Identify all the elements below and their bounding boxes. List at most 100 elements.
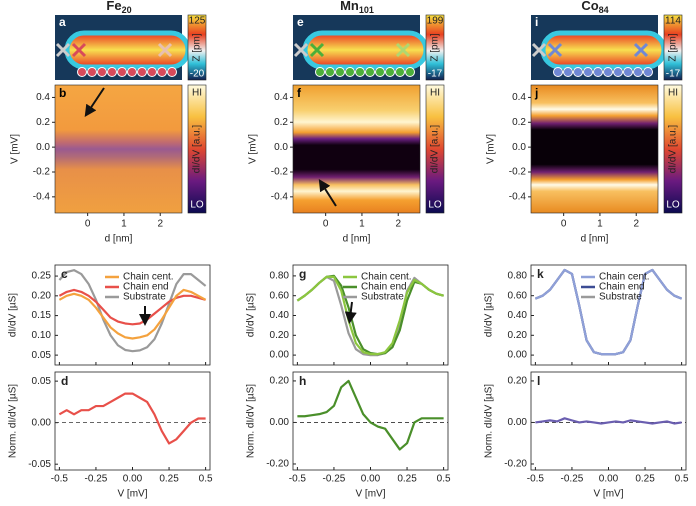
y-tick-label: 0.00 bbox=[270, 350, 290, 361]
x-tick-label: 2 bbox=[395, 219, 401, 230]
x-tick-label: -0.25 bbox=[85, 474, 108, 485]
panel-title: Mn101 bbox=[340, 0, 374, 15]
atom-marker bbox=[603, 67, 613, 77]
x-tick-label: 0.00 bbox=[123, 474, 143, 485]
cross-marker bbox=[531, 42, 547, 58]
cross-marker bbox=[293, 42, 309, 58]
y-tick-label: -0.2 bbox=[33, 167, 51, 178]
atom-marker bbox=[623, 67, 633, 77]
x-tick-label: 0.25 bbox=[635, 474, 655, 485]
y-tick-label: 0.40 bbox=[270, 310, 290, 321]
data-line bbox=[58, 288, 206, 326]
data-line bbox=[297, 379, 444, 451]
x-axis-label: V [mV] bbox=[117, 489, 147, 500]
y-tick-label: 0.2 bbox=[512, 117, 526, 128]
title-element: Co bbox=[581, 0, 598, 13]
colorbar-high: HI bbox=[192, 88, 202, 99]
atom-marker bbox=[365, 67, 375, 77]
y-tick-label: -0.4 bbox=[33, 191, 51, 202]
colorbar bbox=[663, 14, 683, 81]
y-axis-label: Norm. dI/dV [µS] bbox=[246, 384, 257, 458]
colorbar-label: Z [pm] bbox=[668, 33, 679, 62]
colorbar-min: -17 bbox=[428, 69, 443, 80]
x-tick-label: -0.5 bbox=[527, 474, 545, 485]
cross-marker bbox=[55, 42, 71, 58]
legend-label: Chain cent. bbox=[361, 272, 412, 283]
y-tick-label: 0.15 bbox=[32, 310, 52, 321]
title-element: Fe bbox=[106, 0, 121, 13]
atom-marker bbox=[553, 67, 563, 77]
panel-label: f bbox=[297, 86, 302, 100]
atom-marker bbox=[345, 67, 355, 77]
colorbar-min: -17 bbox=[666, 69, 681, 80]
annotation-arrow bbox=[344, 301, 357, 324]
atom-marker bbox=[643, 67, 653, 77]
chain bbox=[64, 30, 191, 70]
x-tick-label: 0 bbox=[85, 219, 91, 230]
y-tick-label: 0.0 bbox=[512, 142, 526, 153]
colorbar-max: 114 bbox=[665, 16, 681, 27]
atom-marker bbox=[573, 67, 583, 77]
data-line bbox=[296, 275, 444, 356]
x-tick-label: 2 bbox=[157, 219, 163, 230]
y-axis-label: Norm. dI/dV [µS] bbox=[484, 384, 495, 458]
panel-title: Fe20 bbox=[106, 0, 131, 15]
legend-label: Substrate bbox=[123, 292, 166, 303]
y-tick-label: -0.20 bbox=[266, 459, 289, 470]
atom-marker bbox=[385, 67, 395, 77]
y-tick-label: 0.80 bbox=[270, 271, 290, 282]
colorbar-label: dI/dV [a.u.] bbox=[668, 125, 679, 174]
x-tick-label: 1 bbox=[597, 219, 603, 230]
panel-label: g bbox=[299, 267, 306, 281]
chain bbox=[302, 30, 429, 70]
y-axis-label: V [mV] bbox=[248, 134, 259, 164]
x-tick-label: 0.5 bbox=[675, 474, 689, 485]
atom-marker bbox=[167, 67, 177, 77]
x-axis-label: V [mV] bbox=[355, 489, 385, 500]
atom-marker bbox=[633, 67, 643, 77]
atom-marker bbox=[335, 67, 345, 77]
y-tick-label: 0.00 bbox=[508, 417, 528, 428]
y-axis-label: V [mV] bbox=[10, 134, 21, 164]
x-tick-label: 0.00 bbox=[361, 474, 381, 485]
y-tick-label: 0.25 bbox=[32, 271, 52, 282]
atom-marker bbox=[97, 67, 107, 77]
y-tick-label: 0.20 bbox=[508, 376, 528, 387]
x-tick-label: 0.5 bbox=[437, 474, 451, 485]
x-tick-label: -0.25 bbox=[323, 474, 346, 485]
atom-marker bbox=[395, 67, 405, 77]
atom-marker bbox=[355, 67, 365, 77]
heatmap-image bbox=[292, 84, 421, 214]
y-tick-label: 0.60 bbox=[270, 290, 290, 301]
x-tick-label: 0.25 bbox=[397, 474, 417, 485]
colorbar-low: LO bbox=[190, 200, 204, 211]
atom-marker bbox=[157, 67, 167, 77]
atom-marker bbox=[87, 67, 97, 77]
colorbar bbox=[425, 84, 445, 214]
atom-marker bbox=[405, 67, 415, 77]
panel-label: j bbox=[534, 86, 538, 100]
y-tick-label: 0.20 bbox=[32, 290, 52, 301]
cross-marker bbox=[309, 42, 325, 58]
atom-marker bbox=[315, 67, 325, 77]
data-line bbox=[58, 288, 207, 340]
legend-label: Chain end bbox=[361, 282, 407, 293]
y-tick-label: 0.80 bbox=[508, 271, 528, 282]
panel-title: Co84 bbox=[581, 0, 608, 15]
y-tick-label: 0.0 bbox=[274, 142, 288, 153]
cross-marker bbox=[395, 42, 411, 58]
y-tick-label: -0.4 bbox=[271, 191, 289, 202]
colorbar-label: dI/dV [a.u.] bbox=[430, 125, 441, 174]
colorbar-label: dI/dV [a.u.] bbox=[192, 125, 203, 174]
y-axis-label: V [mV] bbox=[486, 134, 497, 164]
title-subscript: 84 bbox=[599, 5, 609, 15]
y-tick-label: 0.4 bbox=[512, 92, 526, 103]
atom-marker bbox=[593, 67, 603, 77]
title-subscript: 101 bbox=[359, 5, 374, 15]
x-axis-label: d [nm] bbox=[581, 234, 609, 245]
y-tick-label: 0.4 bbox=[36, 92, 50, 103]
y-tick-label: -0.05 bbox=[28, 459, 51, 470]
colorbar-label: Z [pm] bbox=[430, 33, 441, 62]
x-axis-label: V [mV] bbox=[593, 489, 623, 500]
